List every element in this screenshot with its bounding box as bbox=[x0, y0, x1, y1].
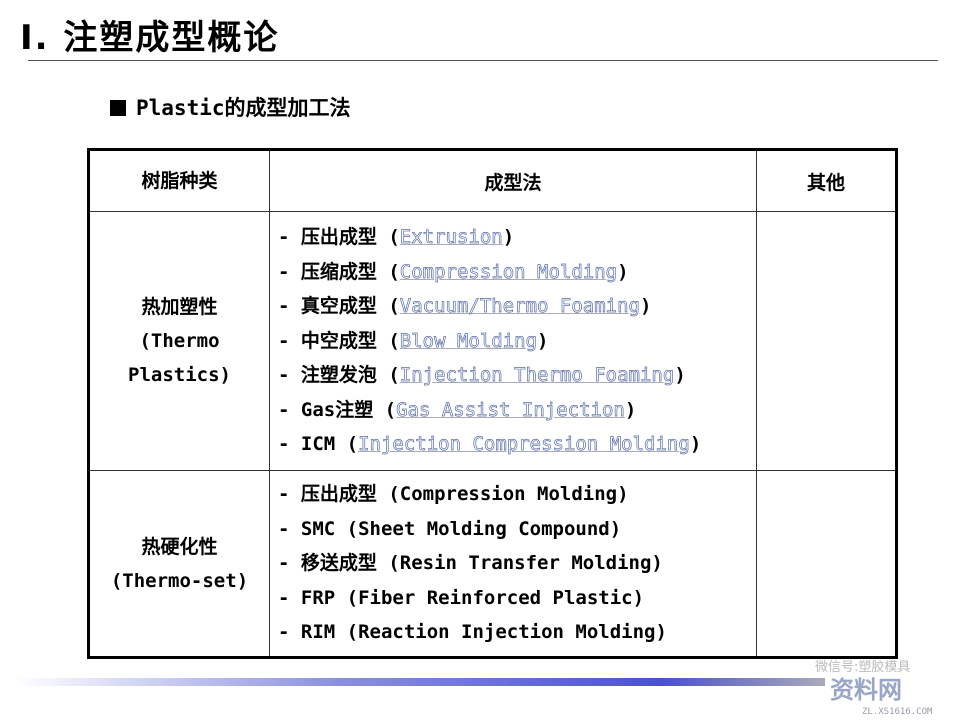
table-row: 热加塑性 (Thermo Plastics) - 压出成型 (Extrusion… bbox=[88, 210, 897, 472]
method-text: - RIM (Reaction Injection Molding) bbox=[278, 621, 667, 644]
watermark-text: 微信号:塑胶模具 bbox=[815, 660, 911, 675]
method-english-name: Blow Molding bbox=[399, 329, 538, 353]
resin-type-line: 热加塑性 bbox=[141, 296, 218, 319]
section-heading-text: Plastic的成型加工法 bbox=[136, 96, 351, 120]
method-english-name: Injection Thermo Foaming bbox=[399, 364, 675, 387]
watermark-url: ZL.XS1616.COM bbox=[862, 707, 933, 717]
method-text: - 压出成型 ( bbox=[278, 226, 400, 249]
method-item: - 压出成型 (Compression Molding) bbox=[278, 477, 756, 512]
method-item: - 移送成型 (Resin Transfer Molding) bbox=[278, 546, 756, 581]
method-text: - ICM ( bbox=[278, 433, 359, 456]
resin-type-line: 热硬化性 bbox=[141, 535, 218, 558]
other-cell bbox=[756, 210, 897, 472]
square-bullet-icon bbox=[110, 100, 126, 116]
method-english-name: Compression Molding bbox=[399, 260, 618, 284]
footer-gradient-bar bbox=[15, 678, 825, 686]
method-text: - 移送成型 (Resin Transfer Molding) bbox=[278, 552, 663, 575]
method-text: ) bbox=[617, 260, 629, 283]
method-item: - 中空成型 (Blow Molding) bbox=[278, 324, 756, 359]
method-item: - FRP (Fiber Reinforced Plastic) bbox=[278, 581, 756, 616]
method-text: - FRP (Fiber Reinforced Plastic) bbox=[278, 586, 645, 609]
method-text: - 压出成型 (Compression Molding) bbox=[278, 483, 629, 506]
method-text: ) bbox=[639, 295, 652, 318]
method-item: - 注塑发泡 (Injection Thermo Foaming) bbox=[278, 358, 756, 393]
resin-type-cell: 热加塑性 (Thermo Plastics) bbox=[88, 210, 270, 472]
resin-type-line: (Thermo bbox=[139, 330, 220, 353]
method-item: - 压出成型 (Extrusion) bbox=[278, 220, 756, 255]
resin-type-cell: 热硬化性 (Thermo-set) bbox=[88, 470, 270, 658]
header-resin-type: 树脂种类 bbox=[88, 149, 270, 212]
page-title: Ⅰ. 注塑成型概论 bbox=[20, 18, 280, 58]
method-text: - 真空成型 ( bbox=[278, 295, 400, 318]
method-english-name: Vacuum/Thermo Foaming bbox=[399, 295, 640, 318]
method-item: - SMC (Sheet Molding Compound) bbox=[278, 512, 756, 547]
method-item: - 压缩成型 (Compression Molding) bbox=[278, 255, 756, 290]
method-text: ) bbox=[502, 226, 515, 249]
method-item: - 真空成型 (Vacuum/Thermo Foaming) bbox=[278, 289, 756, 324]
method-text: ) bbox=[537, 329, 549, 352]
method-english-name: Extrusion bbox=[399, 226, 503, 249]
method-text: - SMC (Sheet Molding Compound) bbox=[278, 517, 622, 540]
header-method: 成型法 bbox=[269, 149, 757, 212]
other-cell bbox=[756, 470, 897, 658]
method-text: - Gas注塑 ( bbox=[278, 398, 397, 421]
method-english-name: Injection Compression Molding bbox=[358, 433, 690, 456]
resin-type-line: Plastics) bbox=[128, 364, 231, 387]
method-text: - 注塑发泡 ( bbox=[278, 364, 400, 387]
method-cell: - 压出成型 (Extrusion) - 压缩成型 (Compression Mo… bbox=[269, 210, 757, 472]
method-text: ) bbox=[674, 364, 686, 387]
watermark-logo: 资料网 bbox=[830, 676, 902, 704]
method-item: - ICM (Injection Compression Molding) bbox=[278, 427, 756, 462]
resin-type-line: (Thermo-set) bbox=[110, 569, 249, 592]
method-item: - Gas注塑 (Gas Assist Injection) bbox=[278, 393, 756, 428]
method-text: - 压缩成型 ( bbox=[278, 260, 400, 283]
method-cell: - 压出成型 (Compression Molding) - SMC (Sheet… bbox=[269, 470, 757, 658]
section-heading: Plastic的成型加工法 bbox=[110, 92, 351, 122]
method-english-name: Gas Assist Injection bbox=[396, 398, 625, 422]
title-divider bbox=[28, 60, 938, 61]
molding-methods-table: 树脂种类 成型法 其他 热加塑性 (Thermo Plastics) - 压出成… bbox=[87, 148, 898, 659]
method-text: - 中空成型 ( bbox=[278, 329, 400, 352]
method-text: ) bbox=[689, 433, 702, 456]
method-text: ) bbox=[624, 398, 637, 421]
table-row: 热硬化性 (Thermo-set) - 压出成型 (Compression Mo… bbox=[88, 470, 897, 658]
method-item: - RIM (Reaction Injection Molding) bbox=[278, 615, 756, 650]
table-header-row: 树脂种类 成型法 其他 bbox=[88, 149, 897, 212]
header-other: 其他 bbox=[756, 149, 897, 212]
